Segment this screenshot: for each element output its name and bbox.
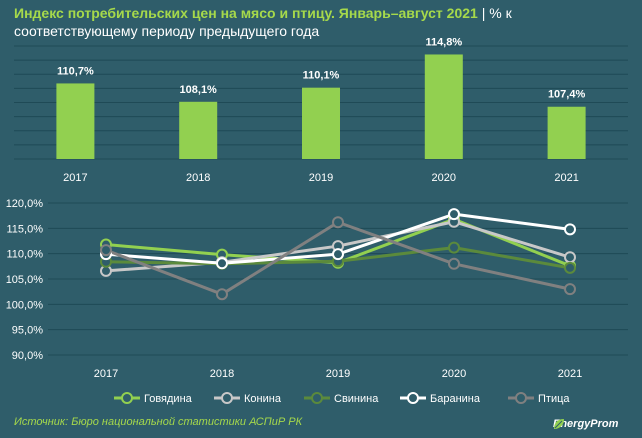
x-tick-label: 2018 [210,368,234,380]
bar-category-label: 2018 [186,172,210,184]
bar-value-label: 114,8% [425,36,462,48]
legend-swatch-marker [121,392,133,404]
series-marker [216,288,228,301]
leaf-icon [554,419,564,429]
bar [547,106,586,159]
source-note: Источник: Бюро национальной статистики А… [14,416,303,428]
y-tick-label: 115,0% [7,223,44,235]
bar-value-label: 110,1% [303,70,340,82]
legend-swatch-marker [515,392,527,404]
x-tick-label: 2019 [326,368,350,380]
brand-logo: EnergyProm [553,418,618,430]
bar-value-label: 107,4% [548,89,586,101]
bar-category-label: 2017 [63,172,87,184]
chart-title: Индекс потребительских цен на мясо и пти… [14,5,478,21]
x-tick-label: 2017 [94,368,118,380]
bar [424,54,463,159]
y-tick-label: 90,0% [12,350,43,362]
series-marker [448,208,460,221]
title-separator: | [481,5,486,21]
series-marker [448,257,460,270]
bar [179,101,218,159]
bar-category-label: 2021 [554,172,578,184]
brand-logo-text: EnergyProm [553,418,619,430]
legend-swatch-marker [311,392,323,404]
series-marker [332,216,344,229]
bar-category-label: 2020 [432,172,456,184]
x-tick-label: 2021 [558,368,582,380]
legend-label: Свинина [334,393,379,405]
series-marker [100,244,112,257]
bar [302,87,340,159]
bar-value-label: 108,1% [180,84,218,96]
legend-swatch-marker [407,392,419,404]
bar-value-label: 110,7% [57,65,94,77]
series-marker [564,251,576,264]
legend-label: Птица [538,393,570,405]
series-marker [448,241,460,254]
y-tick-label: 95,0% [12,325,43,337]
y-tick-label: 100,0% [6,299,44,311]
legend-swatch-marker [221,392,233,404]
series-marker [564,223,576,236]
chart-unit-label: % к соответствующему периоду предыдущего… [14,5,512,39]
chart-title-block: Индекс потребительских цен на мясо и пти… [14,4,629,40]
legend-label: Конина [244,393,282,405]
x-tick-label: 2020 [442,368,466,380]
series-marker [216,257,228,270]
y-tick-label: 120,0% [6,198,44,210]
bar-category-label: 2019 [309,172,333,184]
legend-label: Говядина [144,393,193,405]
legend-label: Баранина [430,393,481,405]
series-marker [564,261,576,274]
series-marker [564,283,576,296]
series-marker [332,248,344,261]
y-tick-label: 105,0% [6,274,44,286]
y-tick-label: 110,0% [7,249,44,261]
bar [56,83,95,159]
